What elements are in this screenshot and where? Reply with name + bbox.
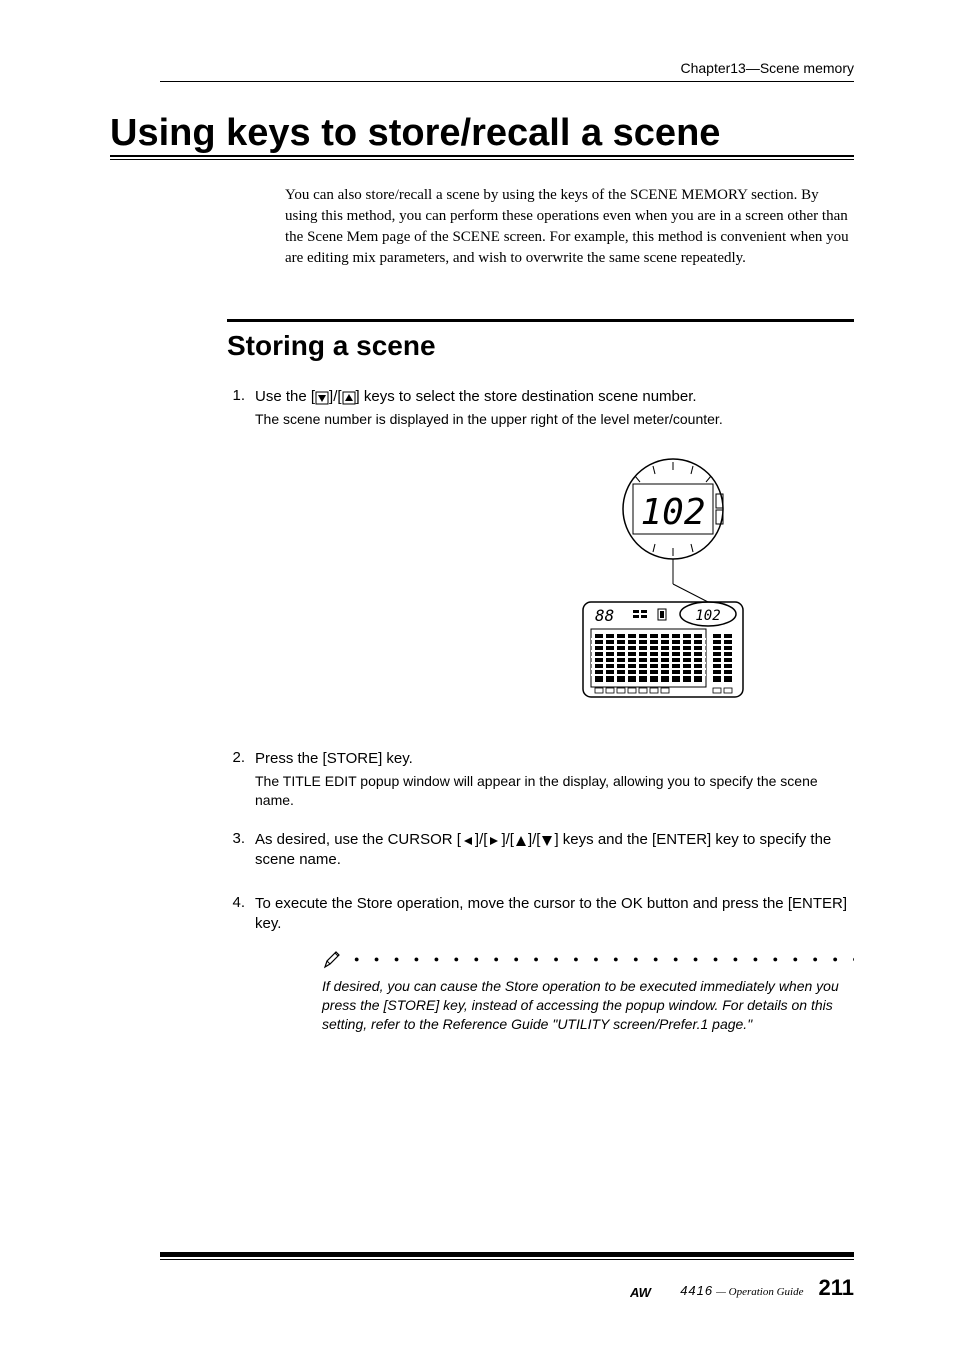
page-number: 211	[819, 1275, 855, 1300]
down-arrow-icon	[540, 834, 554, 848]
intro-paragraph: You can also store/recall a scene by usi…	[285, 185, 854, 269]
step-2: 2. Press the [STORE] key. The TITLE EDIT…	[227, 749, 854, 810]
step-body: The TITLE EDIT popup window will appear …	[255, 772, 854, 810]
svg-text:102: 102	[695, 608, 720, 624]
step-1: 1. Use the []/[] keys to select the stor…	[227, 387, 854, 709]
step-heading: Use the []/[] keys to select the store d…	[255, 387, 854, 407]
left-triangle-icon	[461, 834, 475, 848]
header-rule	[160, 81, 854, 82]
up-arrow-icon	[514, 834, 528, 848]
step-body: The scene number is displayed in the upp…	[255, 410, 854, 429]
footer-model: 4416	[680, 1283, 713, 1298]
step-heading: To execute the Store operation, move the…	[255, 894, 854, 935]
step-number: 2.	[227, 749, 255, 766]
section-rule	[227, 319, 854, 322]
pencil-icon	[322, 947, 342, 971]
tip-text: If desired, you can cause the Store oper…	[322, 977, 854, 1034]
step-heading: As desired, use the CURSOR []/[]/[]/[] k…	[255, 830, 854, 871]
right-triangle-icon	[487, 834, 501, 848]
tip-box: ● ● ● ● ● ● ● ● ● ● ● ● ● ● ● ● ● ● ● ● …	[322, 947, 854, 1034]
svg-text:102: 102	[640, 492, 705, 533]
level-meters	[591, 634, 706, 682]
page-footer: AW 4416 — Operation Guide 211	[160, 1252, 854, 1301]
step-number: 1.	[227, 387, 255, 404]
chapter-header: Chapter13—Scene memory	[160, 60, 854, 76]
main-title: Using keys to store/recall a scene	[110, 112, 854, 155]
up-triangle-icon	[342, 391, 356, 405]
svg-text:AW: AW	[630, 1285, 653, 1299]
step-3: 3. As desired, use the CURSOR []/[]/[]/[…	[227, 830, 854, 874]
step-heading: Press the [STORE] key.	[255, 749, 854, 769]
footer-guide-text: — Operation Guide	[716, 1286, 803, 1298]
step-number: 3.	[227, 830, 255, 847]
svg-text:88: 88	[595, 606, 614, 625]
section-title: Storing a scene	[227, 330, 854, 362]
aw-logo-icon: AW	[630, 1285, 680, 1299]
tip-dots: ● ● ● ● ● ● ● ● ● ● ● ● ● ● ● ● ● ● ● ● …	[354, 954, 854, 964]
main-title-rule	[110, 155, 854, 160]
step-4: 4. To execute the Store operation, move …	[227, 894, 854, 1034]
figure-scene-display: 102 88 102	[472, 454, 854, 709]
down-triangle-icon	[315, 391, 329, 405]
step-number: 4.	[227, 894, 255, 911]
